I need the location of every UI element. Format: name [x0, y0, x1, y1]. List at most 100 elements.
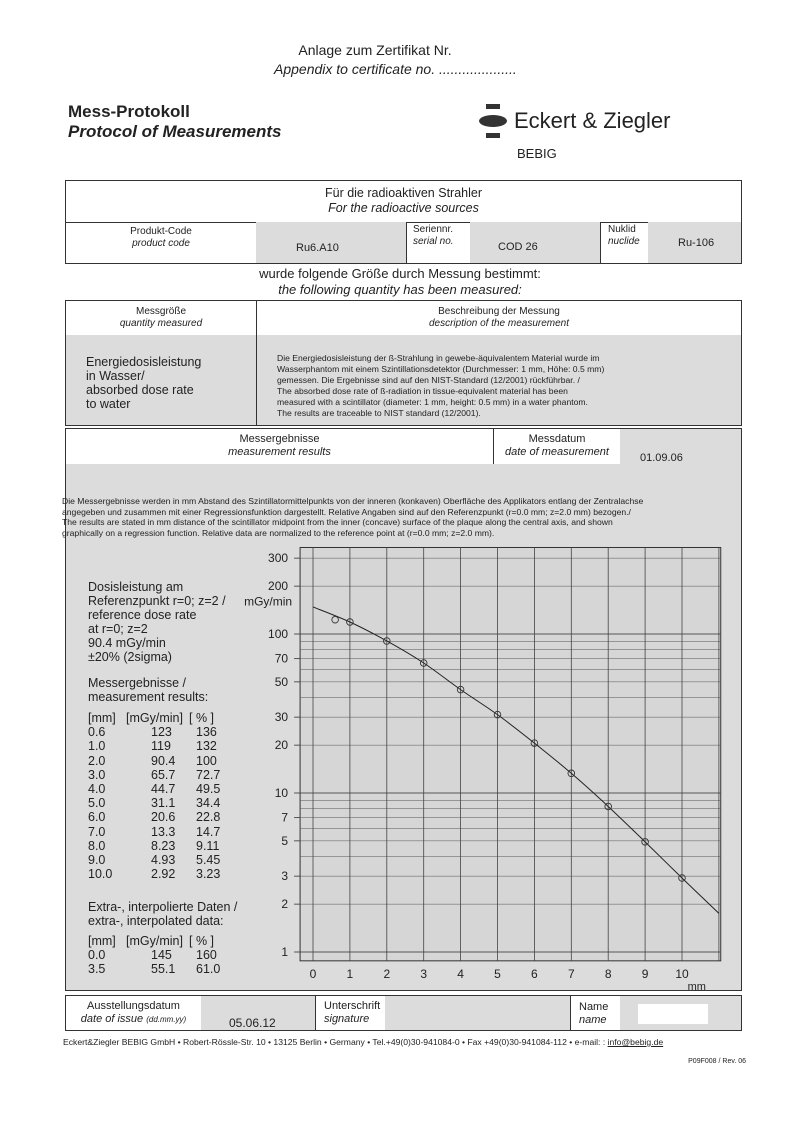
- results-heading: Messergebnisse: [239, 433, 320, 445]
- results-intro-line: Die Messergebnisse werden in mm Abstand …: [62, 496, 644, 506]
- measured-intro-de: wurde folgende Größe durch Messung besti…: [259, 266, 541, 281]
- quantity-name-line: absorbed dose rate: [86, 383, 194, 397]
- y-tick-label: 70: [275, 652, 289, 666]
- quantity-name-line: to water: [86, 397, 131, 411]
- issue-date-label: Ausstellungsdatum: [87, 1000, 180, 1012]
- serial-label: Seriennr.: [413, 224, 454, 235]
- sources-heading-en: For the radioactive sources: [328, 201, 479, 215]
- x-tick-label: 10: [675, 967, 689, 981]
- data-point: [604, 802, 612, 811]
- reference-line: 90.4 mGy/min: [88, 636, 166, 650]
- x-axis-label: mm: [688, 981, 706, 993]
- y-tick-label: 1: [281, 945, 288, 959]
- table-cell: 90.4: [151, 753, 176, 768]
- y-tick-label: 2: [281, 897, 288, 911]
- x-tick-label: 3: [420, 967, 427, 981]
- y-tick-label: 300: [268, 551, 288, 565]
- quantity-name: Energiedosisleistung in Wasser/absorbed d…: [86, 335, 256, 425]
- measured-heading-line: Messergebnisse /: [88, 676, 186, 690]
- table-cell: 9.0: [88, 853, 106, 867]
- appendix-line-en: Appendix to certificate no. ............…: [274, 61, 517, 77]
- y-tick-label: 50: [275, 675, 289, 689]
- x-tick-label: 5: [494, 967, 501, 981]
- table-cell: 5.0: [88, 796, 106, 811]
- reference-line: Referenzpunkt r=0; z=2 /: [88, 594, 226, 608]
- table-cell: 34.4: [196, 796, 221, 811]
- measurement-date-value: 01.09.06: [640, 452, 683, 464]
- reference-line: reference dose rate: [88, 608, 197, 622]
- x-tick-label: 0: [310, 967, 317, 981]
- table-cell: 2.0: [88, 753, 106, 768]
- table-cell: 44.7: [151, 782, 176, 796]
- data-point: [567, 769, 576, 778]
- issue-box: Ausstellungsdatum date of issue (dd.mm.y…: [65, 995, 742, 1031]
- reference-line: at r=0; z=2: [88, 622, 148, 636]
- table-cell: 3.0: [88, 767, 106, 782]
- table-cell: 3.23: [196, 867, 221, 882]
- description-line: The results are traceable to NIST standa…: [277, 408, 481, 418]
- table-row: 6.0 20.6 22.8: [88, 810, 288, 824]
- table-row: 3.0 65.7 72.7: [88, 768, 288, 782]
- table-cell: 123: [151, 725, 172, 740]
- serial-label-en: serial no.: [413, 236, 454, 247]
- table-cell: 100: [196, 753, 217, 768]
- y-axis-label: mGy/min: [244, 595, 292, 609]
- table-header-cell: [mGy/min]: [126, 711, 183, 725]
- table-cell: 136: [196, 725, 217, 740]
- data-point: [331, 615, 339, 624]
- table-cell: 31.1: [151, 796, 176, 811]
- table-row: 7.0 13.3 14.7: [88, 825, 288, 839]
- data-point: [530, 739, 539, 747]
- redacted-name: [638, 1004, 708, 1024]
- extra-heading-line: extra-, interpolated data:: [88, 914, 224, 928]
- table-cell: 0.6: [88, 725, 106, 740]
- signature-field: [385, 996, 570, 1030]
- x-tick-label: 6: [531, 967, 538, 981]
- data-point: [641, 838, 649, 846]
- table-cell: 8.0: [88, 838, 106, 853]
- table-header: [mm] [mGy/min] [ % ]: [88, 934, 288, 948]
- table-cell: 20.6: [151, 810, 176, 825]
- results-heading-en: measurement results: [228, 446, 331, 458]
- y-tick-label: 30: [275, 710, 289, 724]
- x-tick-label: 7: [568, 967, 575, 981]
- x-tick-label: 2: [383, 967, 390, 981]
- table-cell: 145: [151, 948, 172, 963]
- table-cell: 49.5: [196, 782, 221, 796]
- issue-date-value: 05.06.12: [229, 1016, 276, 1030]
- reference-dose-rate: Dosisleistung am Referenzpunkt r=0; z=2 /…: [88, 580, 226, 664]
- logo-company: Eckert & Ziegler: [514, 108, 671, 133]
- table-cell: 1.0: [88, 739, 106, 754]
- table-cell: 5.45: [196, 853, 221, 867]
- quantity-col-label: Messgröße: [135, 306, 186, 317]
- measured-heading: Messergebnisse / measurement results:: [88, 676, 208, 704]
- table-cell: 8.23: [151, 838, 176, 853]
- table-header: [mm] [mGy/min] [ % ]: [88, 711, 288, 725]
- quantity-box: Messgröße quantity measured Beschreibung…: [65, 300, 742, 426]
- data-point: [346, 618, 354, 626]
- measurement-date-label-en: date of measurement: [505, 446, 609, 458]
- footer-email-link[interactable]: info@bebig.de: [607, 1037, 664, 1047]
- appendix-line-de: Anlage zum Zertifikat Nr.: [298, 42, 452, 58]
- nuclide-label: Nuklid: [608, 224, 636, 235]
- y-tick-label: 200: [268, 579, 288, 593]
- table-cell: 10.0: [88, 867, 113, 882]
- description-line: gemessen. Die Ergebnisse sind auf den NI…: [277, 375, 580, 385]
- extra-heading-line: Extra-, interpolierte Daten /: [88, 900, 238, 914]
- revision-code: P09F008 / Rev. 06: [688, 1058, 746, 1065]
- data-point: [383, 637, 391, 645]
- description-line: Die Energiedosisleistung der ß-Strahlung…: [277, 353, 600, 363]
- y-tick-label: 5: [281, 834, 288, 848]
- company-logo: Eckert & Ziegler BEBIG: [478, 104, 671, 161]
- x-tick-label: 1: [347, 967, 354, 981]
- y-tick-label: 7: [281, 811, 288, 825]
- table-cell: 61.0: [196, 962, 221, 977]
- data-point: [419, 659, 428, 667]
- dose-chart: 0 1 2 3 4 5 6 7 8 9 10 1 2 3 5 7 10 20 30 50 70 100 200 300 mGy/…: [244, 546, 722, 993]
- signature-label: Unterschrift: [324, 1000, 381, 1012]
- table-header-cell: [mm]: [88, 711, 116, 725]
- table-header-cell: [mm]: [88, 934, 116, 948]
- extra-heading: Extra-, interpolierte Daten / extra-, int…: [88, 900, 237, 928]
- table-cell: 4.0: [88, 782, 106, 796]
